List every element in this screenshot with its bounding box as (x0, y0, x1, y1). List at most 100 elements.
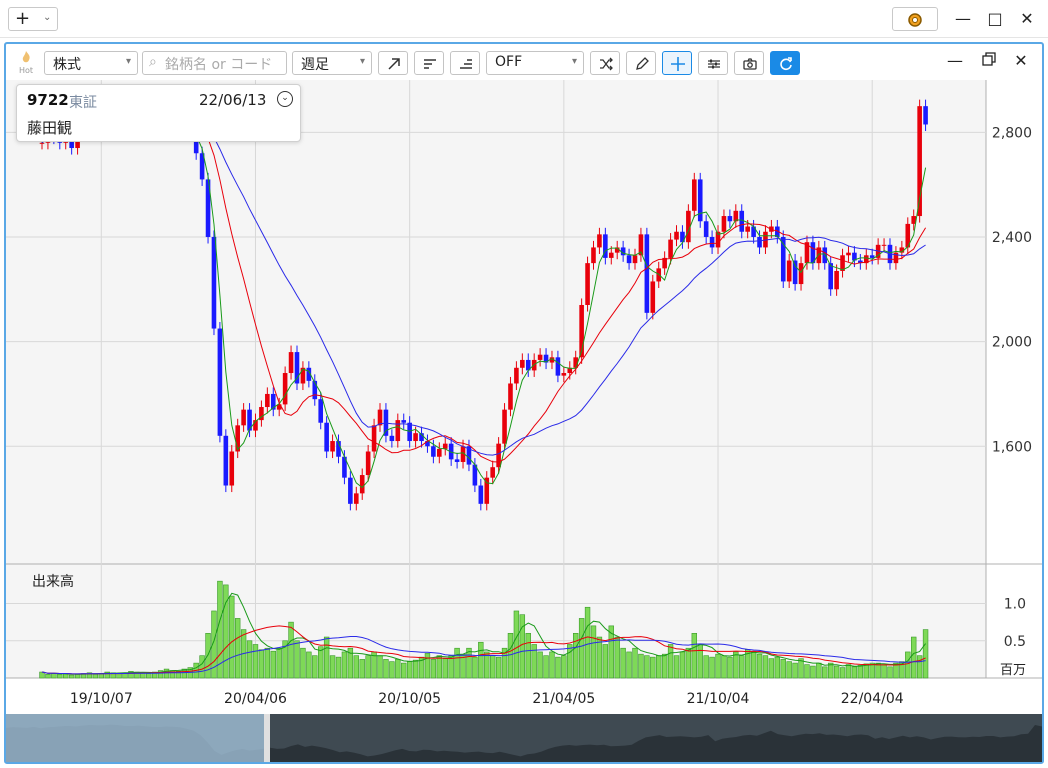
volume-bar (863, 663, 869, 679)
chevron-down-icon[interactable]: ⌄ (277, 91, 293, 107)
shuffle-icon (600, 57, 613, 71)
settings-button[interactable] (892, 7, 938, 31)
candle-body (306, 367, 312, 381)
volume-bar (519, 614, 526, 679)
search-placeholder: 銘柄名 or コード (165, 57, 273, 73)
time-tick-label: 20/04/06 (224, 691, 287, 707)
volume-bar (905, 651, 911, 679)
volume-bar (893, 662, 899, 679)
candle-body (484, 477, 490, 504)
volume-bar (792, 662, 798, 679)
volume-bar (827, 662, 834, 679)
candle-body (567, 367, 573, 374)
volume-bar (377, 655, 383, 679)
hot-button[interactable]: Hot (14, 50, 38, 78)
candle-body (537, 354, 543, 360)
candle-body (810, 242, 816, 264)
trendline-button[interactable] (378, 51, 408, 75)
chevron-down-icon: ▾ (125, 56, 131, 67)
candle-body (336, 441, 341, 457)
exchange-label: 東証 (69, 95, 97, 111)
search-icon: ⌕ (149, 54, 157, 70)
candle-body (312, 380, 318, 400)
panel-restore-button[interactable] (978, 50, 1000, 72)
volume-bar (329, 655, 336, 679)
market-select[interactable]: 株式 ▾ (44, 51, 138, 75)
volume-bar (406, 661, 413, 679)
volume-bar (495, 656, 502, 679)
candle-body (211, 236, 217, 329)
search-input[interactable]: ⌕ 銘柄名 or コード (142, 51, 287, 75)
sliders-icon (708, 59, 720, 69)
volume-bar (306, 651, 312, 679)
refresh-button[interactable] (770, 51, 800, 75)
volume-bar (365, 655, 371, 679)
candle-body (603, 234, 608, 258)
volume-bar (709, 656, 715, 679)
minimize-button[interactable]: — (955, 9, 971, 28)
candle-body (727, 216, 733, 222)
crosshair-button[interactable] (662, 51, 692, 75)
volume-bar (318, 646, 324, 679)
volume-bar (537, 651, 543, 679)
draw-button[interactable] (626, 51, 656, 75)
candle-body (371, 425, 377, 452)
volume-bar (507, 633, 514, 679)
candle-body (721, 216, 727, 232)
time-tick-label: 20/10/05 (378, 691, 441, 707)
candle-body (342, 456, 347, 478)
volume-bar (727, 656, 733, 679)
panel-close-button[interactable]: ✕ (1014, 51, 1028, 70)
align-left-button[interactable] (414, 51, 444, 75)
volume-bar (92, 673, 99, 679)
volume-bar (74, 673, 81, 679)
period-select[interactable]: 週足 ▾ (292, 51, 372, 75)
candle-body (425, 441, 430, 447)
candle-body (893, 252, 899, 264)
candle-body (282, 373, 288, 405)
time-tick-label: 22/04/04 (841, 691, 904, 707)
candle-body (460, 446, 466, 462)
volume-bar (762, 655, 769, 679)
candle-body (709, 236, 715, 248)
candle-body (413, 433, 418, 442)
candle-body (686, 210, 691, 243)
new-window-button[interactable]: + ⌄ (8, 7, 58, 31)
volume-bar (258, 649, 265, 679)
panel-minimize-button[interactable]: — (947, 51, 963, 70)
stock-code: 9722 (27, 91, 69, 109)
candle-body (193, 134, 199, 154)
volume-bar (412, 659, 419, 679)
close-button[interactable]: ✕ (1020, 9, 1034, 28)
volume-bar (116, 673, 122, 679)
candle-body (431, 446, 436, 457)
candle-body (442, 443, 448, 449)
candle-body (780, 236, 786, 282)
candle-body (846, 252, 851, 256)
candle-body (638, 234, 644, 256)
candle-body (300, 367, 306, 384)
volume-bar (733, 651, 739, 679)
maximize-button[interactable]: □ (987, 9, 1003, 28)
shuffle-button[interactable] (590, 51, 620, 75)
screenshot-button[interactable] (734, 51, 764, 75)
volume-bar (822, 666, 828, 679)
volume-bar (294, 640, 300, 679)
volume-bar (157, 670, 164, 679)
candle-body (822, 247, 828, 264)
volume-bar (596, 636, 603, 679)
volume-ma-mid-line (41, 625, 926, 675)
volume-bar (644, 655, 650, 679)
candle-body (223, 435, 229, 486)
adjust-button[interactable] (698, 51, 728, 75)
volume-bar (875, 662, 881, 679)
align-right-button[interactable] (450, 51, 480, 75)
candle-body (573, 357, 578, 368)
volume-bar (323, 636, 330, 679)
indicator-select[interactable]: OFF ▾ (486, 51, 584, 75)
volume-bar (484, 651, 490, 679)
candle-body (561, 373, 567, 376)
volume-bar (608, 625, 614, 679)
pencil-icon (636, 57, 649, 70)
